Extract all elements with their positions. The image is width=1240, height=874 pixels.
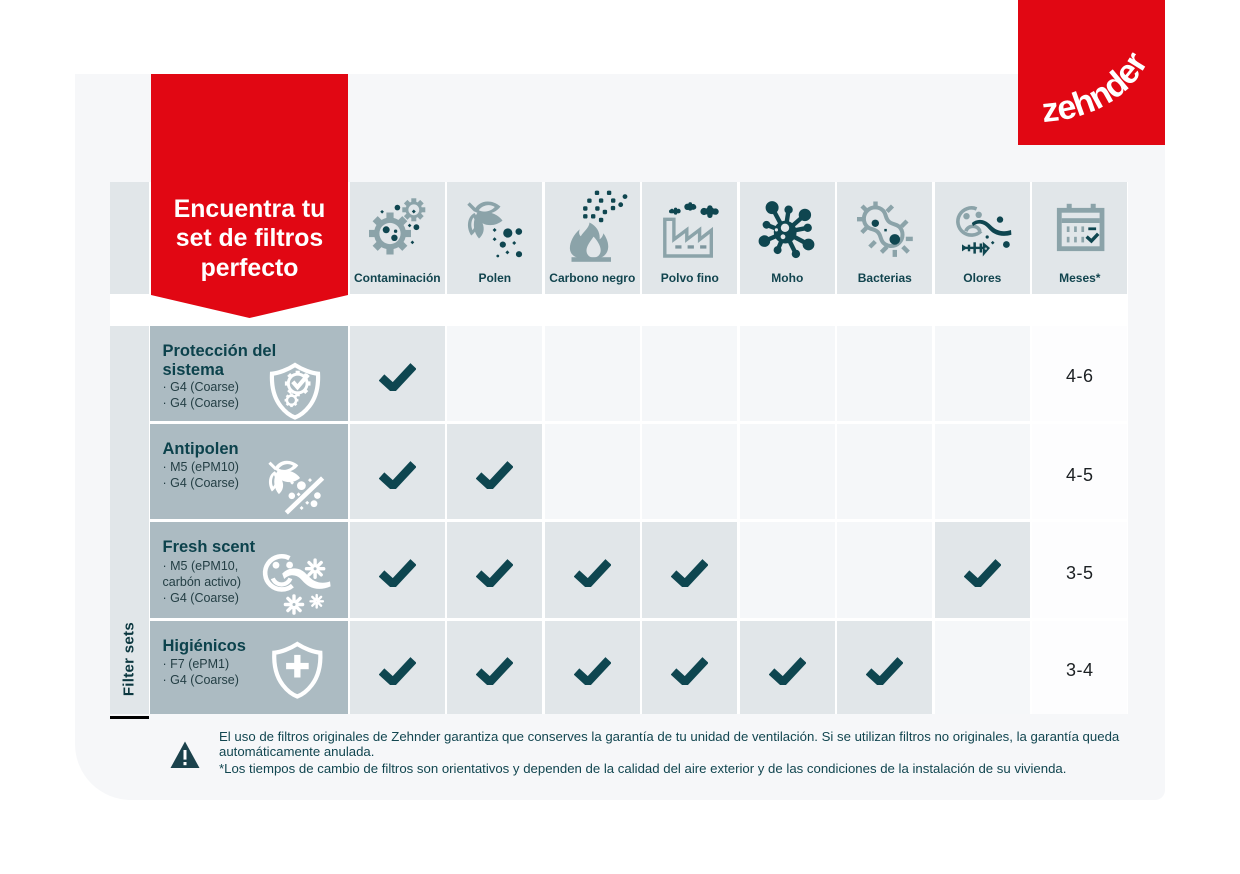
svg-text:zehnder: zehnder	[1040, 46, 1155, 130]
